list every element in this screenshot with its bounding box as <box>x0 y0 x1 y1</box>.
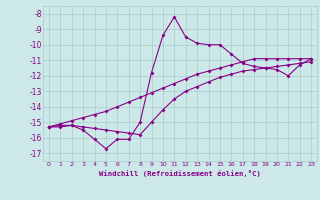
X-axis label: Windchill (Refroidissement éolien,°C): Windchill (Refroidissement éolien,°C) <box>99 170 261 177</box>
